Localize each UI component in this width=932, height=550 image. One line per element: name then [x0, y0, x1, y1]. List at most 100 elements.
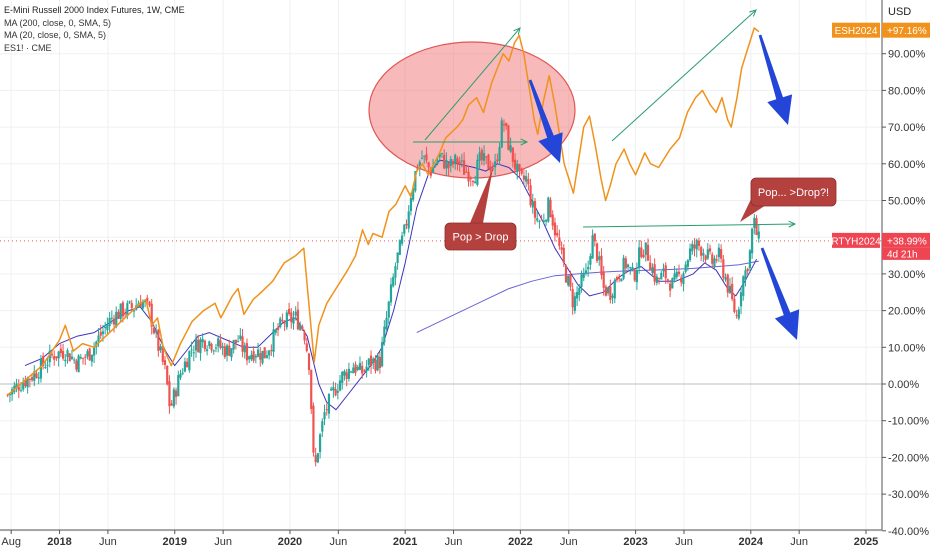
- candle-body: [556, 232, 559, 236]
- candle-body: [188, 351, 191, 371]
- candle-body: [405, 223, 408, 226]
- candle-body: [66, 350, 69, 357]
- candle-body: [50, 354, 54, 356]
- candle-body: [494, 161, 497, 168]
- candle-body: [86, 351, 89, 357]
- candle-body: [132, 310, 136, 312]
- candle-body: [341, 371, 344, 383]
- candle-body: [314, 455, 317, 463]
- candle-body: [270, 350, 273, 352]
- candle-body: [511, 147, 514, 162]
- candle-body: [201, 338, 204, 343]
- legend-title[interactable]: E-Mini Russell 2000 Index Futures, 1W, C…: [4, 5, 185, 15]
- candle-body: [15, 383, 18, 389]
- candle-body: [445, 160, 448, 169]
- candle-body: [124, 313, 127, 315]
- legend-ma200[interactable]: MA (200, close, 0, SMA, 5): [4, 17, 112, 28]
- candle-body: [343, 371, 346, 376]
- annotations: Pop > Drop Pop... >Drop?!: [413, 9, 837, 340]
- flat-arrow-2023: [582, 223, 796, 228]
- candle-body: [221, 346, 224, 349]
- candle-body: [33, 371, 36, 381]
- candle-body: [578, 287, 581, 295]
- candle-body: [234, 339, 237, 344]
- candle-body: [726, 274, 729, 293]
- candle-body: [720, 249, 723, 259]
- callout-pop-drop-tail: [470, 168, 493, 223]
- candle-body: [660, 272, 663, 280]
- candle-body: [248, 356, 251, 360]
- candle-body: [418, 161, 421, 169]
- x-tick-label: 2021: [393, 536, 417, 548]
- candle-body: [646, 244, 650, 261]
- candle-body: [642, 254, 645, 258]
- candle-body: [336, 390, 339, 393]
- candle-body: [447, 163, 450, 169]
- candle-body: [325, 409, 328, 411]
- candle-body: [159, 346, 162, 351]
- candle-body: [263, 347, 266, 359]
- candle-body: [228, 345, 231, 356]
- x-tick-label: 2022: [508, 536, 532, 548]
- candle-body: [629, 267, 632, 269]
- candle-body: [387, 301, 390, 318]
- candle-body: [143, 301, 147, 303]
- candle-body: [516, 163, 519, 173]
- candle-body: [152, 327, 156, 334]
- candle-body: [609, 286, 612, 301]
- candle-body: [666, 279, 670, 281]
- candle-body: [307, 353, 311, 371]
- candle-body: [673, 273, 676, 280]
- candle-body: [513, 159, 517, 170]
- candle-body: [372, 358, 375, 363]
- ma200-line: [416, 260, 759, 334]
- candle-body: [704, 255, 707, 260]
- y-tick-label: -30.00%: [888, 489, 929, 501]
- candle-body: [573, 296, 576, 311]
- candle-body: [115, 311, 118, 328]
- candle-body: [496, 159, 499, 162]
- ma20-line: [24, 159, 758, 411]
- candle-body: [443, 154, 446, 169]
- y-tick-label: 60.00%: [888, 159, 926, 171]
- candle-body: [174, 390, 178, 397]
- candle-body: [26, 377, 29, 388]
- candle-body: [168, 381, 171, 407]
- candle-body: [414, 171, 417, 191]
- candle-body: [529, 185, 532, 206]
- candle-body: [323, 411, 326, 420]
- candle-body: [431, 166, 435, 173]
- candle-body: [560, 247, 563, 250]
- currency-label[interactable]: USD: [888, 6, 912, 18]
- candle-body: [312, 405, 315, 453]
- candle-body: [130, 303, 133, 309]
- candle-body: [527, 178, 530, 185]
- candle-body: [376, 355, 379, 371]
- candle-body: [79, 357, 82, 359]
- candle-body: [367, 358, 370, 366]
- candle-body: [389, 284, 393, 303]
- candle-body: [6, 394, 9, 396]
- candle-body: [374, 359, 377, 371]
- candle-body: [75, 360, 78, 370]
- candle-body: [551, 214, 554, 226]
- candle-body: [256, 349, 260, 357]
- legend-compare[interactable]: ES1! · CME: [4, 42, 52, 53]
- candle-body: [157, 329, 160, 351]
- candle-body: [688, 248, 692, 261]
- candle-body: [68, 353, 71, 362]
- candle-body: [607, 287, 610, 294]
- candle-body: [520, 168, 523, 174]
- flat-arrow-2021-head: [520, 138, 529, 146]
- candle-body: [469, 178, 472, 180]
- x-tick-label: 2023: [623, 536, 647, 548]
- x-tick-label: 2025: [854, 536, 878, 548]
- candle-body: [55, 356, 58, 359]
- candle-body: [261, 350, 264, 364]
- candle-body: [39, 358, 43, 379]
- trend-arrow-2021-head: [513, 27, 521, 35]
- candle-body: [155, 330, 158, 333]
- candle-body: [474, 181, 477, 184]
- legend-ma20[interactable]: MA (20, close, 0, SMA, 5): [4, 30, 107, 40]
- candle-body: [237, 341, 240, 343]
